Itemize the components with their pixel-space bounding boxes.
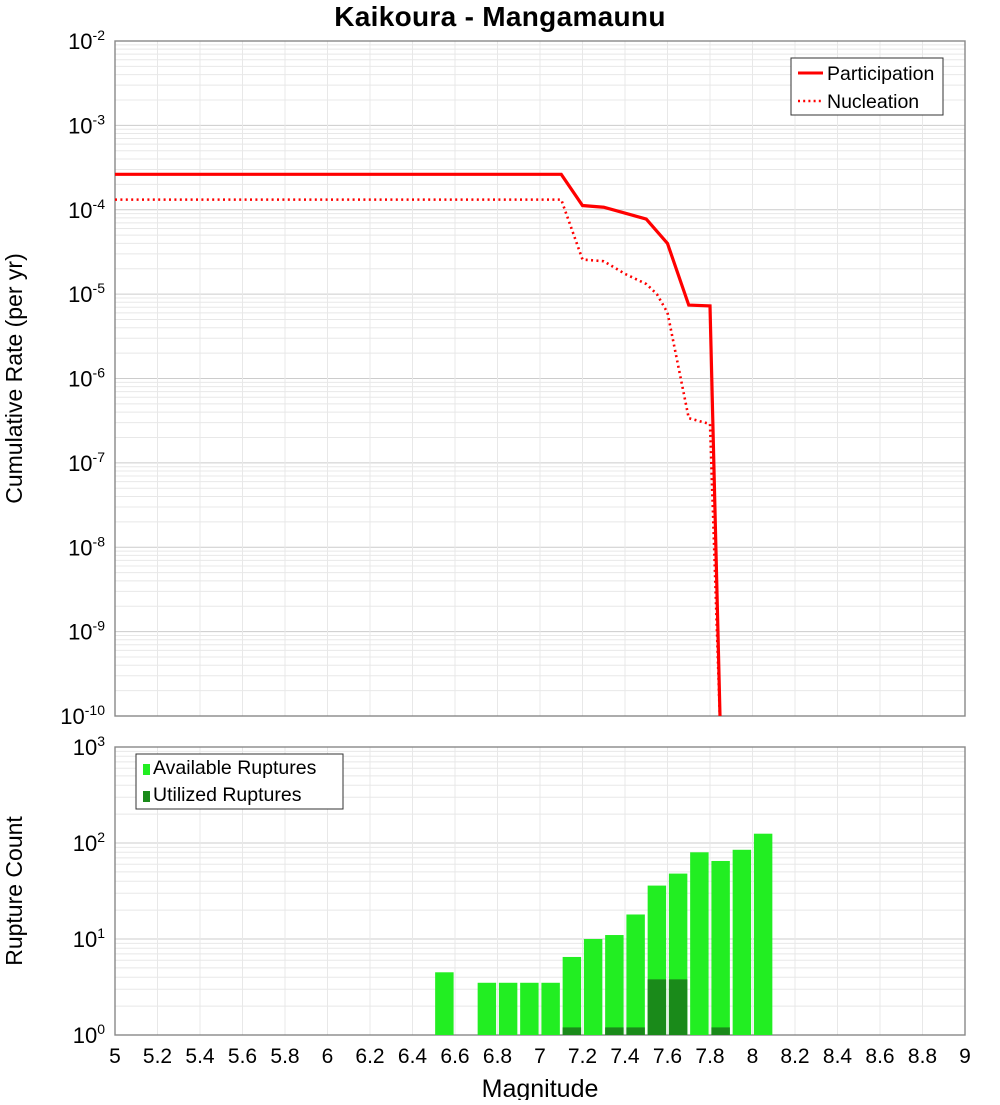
svg-text:5.2: 5.2: [143, 1045, 172, 1068]
svg-text:Rupture Count: Rupture Count: [1, 816, 27, 966]
svg-text:6.2: 6.2: [355, 1045, 384, 1068]
svg-text:Kaikoura - Mangamaunu: Kaikoura - Mangamaunu: [334, 1, 665, 32]
svg-text:6.4: 6.4: [398, 1045, 428, 1068]
svg-text:5: 5: [109, 1045, 121, 1068]
svg-text:5.6: 5.6: [228, 1045, 257, 1068]
svg-text:5.4: 5.4: [185, 1045, 215, 1068]
svg-text:Cumulative Rate (per yr): Cumulative Rate (per yr): [1, 253, 27, 504]
svg-text:6: 6: [322, 1045, 334, 1068]
svg-text:Participation: Participation: [827, 63, 934, 85]
svg-text:Magnitude: Magnitude: [482, 1075, 599, 1100]
svg-text:7.6: 7.6: [653, 1045, 682, 1068]
svg-text:6.8: 6.8: [483, 1045, 512, 1068]
svg-text:Available Ruptures: Available Ruptures: [153, 757, 317, 779]
svg-text:Utilized Ruptures: Utilized Ruptures: [153, 784, 302, 806]
svg-text:6.6: 6.6: [440, 1045, 469, 1068]
svg-text:8: 8: [747, 1045, 759, 1068]
svg-text:8.2: 8.2: [780, 1045, 809, 1068]
svg-text:7.8: 7.8: [695, 1045, 724, 1068]
svg-text:8.8: 8.8: [908, 1045, 937, 1068]
svg-text:9: 9: [959, 1045, 971, 1068]
svg-text:Nucleation: Nucleation: [827, 91, 919, 113]
svg-text:8.4: 8.4: [823, 1045, 853, 1068]
svg-text:8.6: 8.6: [865, 1045, 894, 1068]
svg-text:7.4: 7.4: [610, 1045, 640, 1068]
svg-text:5.8: 5.8: [270, 1045, 299, 1068]
svg-text:7.2: 7.2: [568, 1045, 597, 1068]
svg-text:7: 7: [534, 1045, 546, 1068]
